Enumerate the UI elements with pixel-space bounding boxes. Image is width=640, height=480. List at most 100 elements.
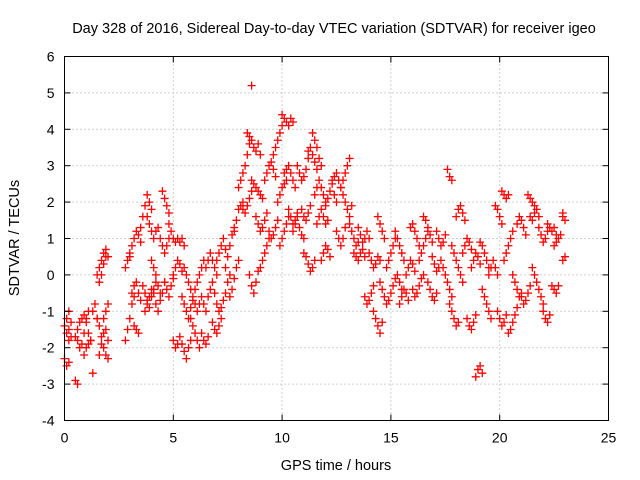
data-point [167, 227, 176, 236]
data-point [88, 369, 97, 378]
data-point [428, 238, 437, 247]
data-point [397, 249, 406, 258]
data-point [556, 230, 565, 239]
data-point [369, 281, 378, 290]
data-point [382, 263, 391, 272]
data-point [273, 216, 282, 225]
data-point [447, 307, 456, 316]
data-point [204, 332, 213, 341]
data-point [97, 340, 106, 349]
data-point [138, 281, 147, 290]
data-point [145, 198, 154, 207]
data-point [254, 139, 263, 148]
data-point [241, 209, 250, 218]
data-point [147, 205, 156, 214]
data-point [223, 278, 232, 287]
data-point [534, 212, 543, 221]
data-point [73, 325, 82, 334]
data-point [436, 256, 445, 265]
data-point [495, 212, 504, 221]
data-point [426, 230, 435, 239]
data-point [376, 329, 385, 338]
data-point [513, 285, 522, 294]
data-point [341, 168, 350, 177]
data-point [288, 227, 297, 236]
data-point [284, 121, 293, 130]
data-point [491, 263, 500, 272]
data-point [247, 81, 256, 90]
data-point [495, 314, 504, 323]
data-point [228, 285, 237, 294]
data-point [473, 252, 482, 261]
data-point [384, 256, 393, 265]
data-point [67, 318, 76, 327]
data-point [80, 329, 89, 338]
data-point [254, 219, 263, 228]
data-point [275, 190, 284, 199]
data-point [408, 285, 417, 294]
data-point [454, 318, 463, 327]
x-axis-label: GPS time / hours [281, 458, 391, 474]
data-point [384, 296, 393, 305]
data-point [184, 343, 193, 352]
data-point [291, 219, 300, 228]
data-point [269, 150, 278, 159]
data-point [356, 230, 365, 239]
data-point [149, 263, 158, 272]
data-point [121, 263, 130, 272]
data-point [343, 161, 352, 170]
data-point [97, 270, 106, 279]
data-point [419, 270, 428, 279]
y-tick-label: -3 [42, 376, 55, 392]
data-point [310, 136, 319, 145]
data-point [162, 201, 171, 210]
data-point [558, 209, 567, 218]
data-point [360, 252, 369, 261]
data-point [404, 296, 413, 305]
data-point [136, 223, 145, 232]
data-point [182, 354, 191, 363]
data-point [369, 307, 378, 316]
data-point [530, 270, 539, 279]
data-point [175, 259, 184, 268]
y-tick-label: 3 [47, 158, 55, 174]
data-point [204, 292, 213, 301]
data-point [184, 278, 193, 287]
data-point [164, 209, 173, 218]
data-point [537, 292, 546, 301]
data-point [141, 289, 150, 298]
data-point [160, 194, 169, 203]
y-tick-label: -4 [42, 413, 55, 429]
data-point [308, 150, 317, 159]
data-point [554, 281, 563, 290]
data-point [247, 136, 256, 145]
data-point [471, 372, 480, 381]
data-point [275, 241, 284, 250]
data-point [269, 165, 278, 174]
data-point [180, 300, 189, 309]
data-point [197, 329, 206, 338]
data-point [376, 256, 385, 265]
data-point [332, 168, 341, 177]
data-point [95, 278, 104, 287]
data-point [288, 118, 297, 127]
data-point [160, 249, 169, 258]
data-point [430, 259, 439, 268]
data-point [325, 187, 334, 196]
data-point [532, 205, 541, 214]
data-point [415, 281, 424, 290]
data-point [528, 263, 537, 272]
data-point [243, 201, 252, 210]
data-point [508, 318, 517, 327]
data-point [319, 190, 328, 199]
data-point [358, 245, 367, 254]
data-point [489, 256, 498, 265]
data-point [321, 201, 330, 210]
data-point [452, 212, 461, 221]
data-point [341, 198, 350, 207]
data-point [238, 198, 247, 207]
data-point [206, 249, 215, 258]
data-point [241, 161, 250, 170]
data-point [312, 143, 321, 152]
data-point [141, 307, 150, 316]
